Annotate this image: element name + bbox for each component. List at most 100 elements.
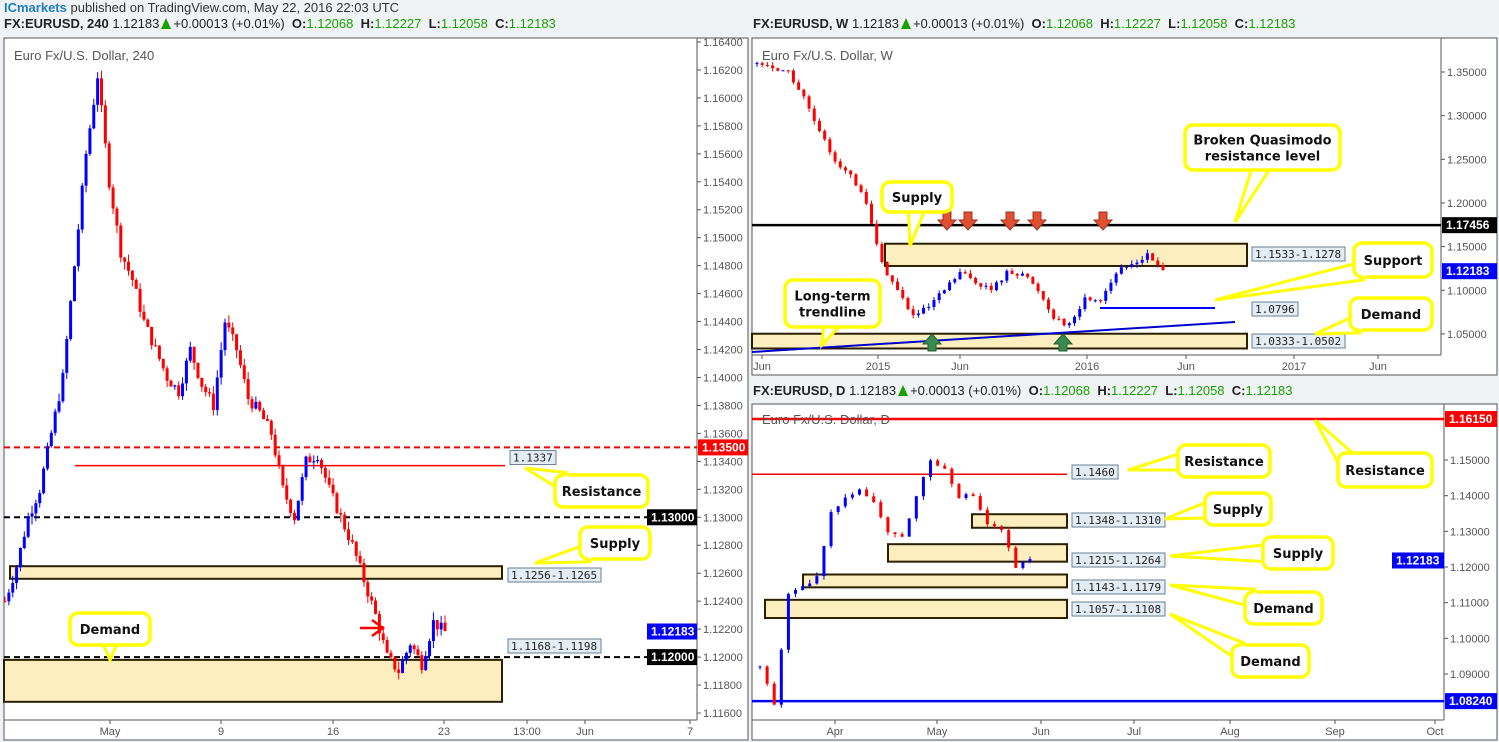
- candle: [875, 220, 879, 247]
- price-tag-1.0824-text: 1.08240: [1449, 694, 1493, 708]
- y-tick-label: 1.15200: [703, 205, 743, 217]
- candle: [984, 282, 988, 290]
- candle: [72, 265, 76, 302]
- y-tick-label: 1.14600: [703, 289, 743, 301]
- callout-support: Support: [1214, 241, 1434, 302]
- candle: [57, 393, 61, 414]
- y-tick-label: 1.20000: [1447, 198, 1487, 210]
- y-tick-label: 1.13000: [703, 512, 743, 524]
- candle: [157, 345, 161, 362]
- price-tag-1.1350: [698, 439, 748, 456]
- price-tag-1.1300: [647, 509, 697, 526]
- y-tick-label: 1.10000: [1447, 285, 1487, 297]
- y-tick-label: 1.15000: [1447, 242, 1487, 254]
- y-tick-label: 1.11000: [1450, 598, 1489, 610]
- candle: [879, 499, 883, 519]
- x-tick-label: Aug: [1220, 726, 1240, 738]
- chart-panel-d[interactable]: 1.15000 1.14000 1.13000 1.12000 1.11000 1.100…: [751, 403, 1498, 741]
- candle: [906, 296, 910, 311]
- red-down-arrow-icon: [936, 211, 958, 231]
- price-tag-1.17456: [1442, 217, 1497, 234]
- candle: [154, 338, 158, 347]
- candle: [1028, 556, 1032, 564]
- y-tick-label: 1.14400: [703, 317, 743, 329]
- y-tick-label: 1.11800: [703, 680, 742, 692]
- candle: [864, 188, 868, 206]
- zone-label: [1251, 246, 1346, 262]
- chart-panel-h4[interactable]: 1.16400 1.16200 1.16000 1.15800 1.15600 1.154…: [3, 37, 749, 741]
- candle: [265, 414, 269, 422]
- symbol-bar-h4: FX:EURUSD, 240 1.12183 +0.00013 (+0.01%) …: [4, 16, 556, 31]
- y-tick-label: 1.13600: [703, 428, 743, 440]
- candle: [1135, 259, 1139, 268]
- zone-rect: [884, 242, 1248, 267]
- candle: [843, 493, 847, 509]
- red-down-arrow-icon: [999, 211, 1021, 231]
- brand-link[interactable]: ICmarkets: [4, 0, 67, 15]
- price-tag-1.1350-text: 1.13500: [702, 440, 746, 454]
- candle: [130, 269, 134, 287]
- candle: [150, 326, 154, 350]
- candle: [165, 365, 169, 388]
- last-price: 1.12183: [112, 16, 160, 31]
- resistance-label-text: 1.1337: [513, 452, 553, 465]
- candle: [277, 450, 281, 469]
- x-tick-label: May: [927, 726, 948, 738]
- candle: [849, 169, 853, 179]
- candle: [192, 346, 196, 370]
- candle: [779, 648, 783, 708]
- candle: [1052, 308, 1056, 321]
- y-tick-label: 1.14000: [1450, 491, 1490, 503]
- candle: [838, 158, 842, 170]
- candle: [886, 516, 890, 536]
- callout-demand: Demand: [1169, 583, 1324, 626]
- candle: [1062, 317, 1066, 327]
- candle: [1099, 299, 1103, 304]
- candle: [99, 70, 103, 113]
- candle: [1078, 305, 1082, 321]
- candle: [765, 665, 769, 687]
- candle: [7, 589, 11, 606]
- x-tick-label: 9: [218, 726, 224, 738]
- candle: [900, 532, 904, 538]
- candle: [323, 466, 327, 483]
- candle: [200, 377, 204, 392]
- candle: [797, 79, 801, 91]
- candle: [1104, 288, 1108, 305]
- candle: [431, 612, 435, 649]
- price-tag-1.1200: [647, 649, 697, 666]
- candle: [1083, 293, 1087, 312]
- low: 1.12058: [1177, 383, 1225, 398]
- y-tick-label: 1.14000: [703, 372, 743, 384]
- candle: [65, 335, 69, 379]
- candle: [34, 499, 38, 522]
- c-label: C:: [495, 16, 509, 31]
- x-tick-label: 16: [327, 726, 339, 738]
- callout-resistance-top: Resistance: [1313, 418, 1434, 489]
- candle: [885, 261, 889, 276]
- callout-text: Supply: [590, 537, 641, 552]
- candle: [1031, 276, 1035, 285]
- y-tick-label: 1.12600: [703, 568, 743, 580]
- candle: [833, 150, 837, 164]
- candle: [366, 579, 370, 604]
- resistance-label: [1071, 464, 1119, 480]
- candle: [1130, 260, 1134, 269]
- candle: [412, 643, 416, 654]
- candle: [258, 400, 262, 412]
- x-tick-label: Sep: [1325, 726, 1345, 738]
- candle: [1067, 321, 1071, 328]
- candle: [38, 489, 42, 508]
- callout-text: Resistance: [1345, 464, 1425, 479]
- candle: [968, 269, 972, 280]
- o-label: O:: [1028, 383, 1044, 398]
- up-triangle-icon: [898, 385, 909, 396]
- candle: [45, 442, 49, 471]
- y-tick-label: 1.12200: [703, 624, 743, 636]
- y-tick-label: 1.13000: [1450, 526, 1490, 538]
- candle: [921, 476, 925, 500]
- candle: [765, 62, 769, 68]
- price-tag-1.1615-text: 1.16150: [1449, 412, 1493, 426]
- chart-panel-w[interactable]: 1.35000 1.30000 1.25000 1.20000 1.15000 1.100…: [751, 37, 1498, 376]
